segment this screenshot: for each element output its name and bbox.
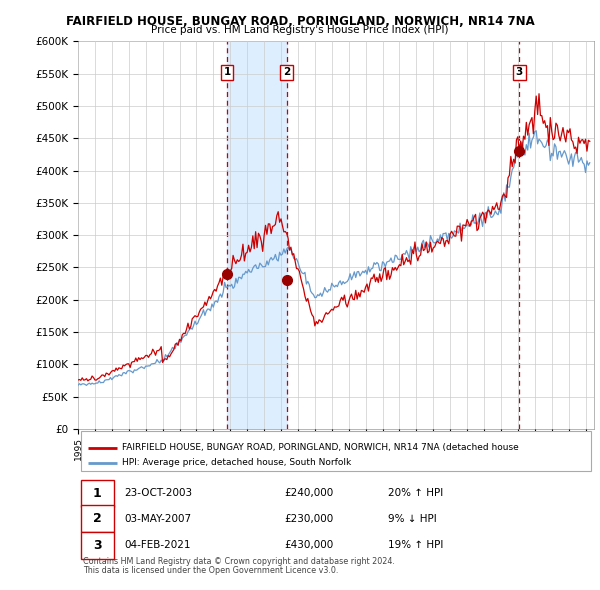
Text: 03-MAY-2007: 03-MAY-2007 — [124, 513, 191, 523]
FancyBboxPatch shape — [80, 480, 114, 507]
Text: Contains HM Land Registry data © Crown copyright and database right 2024.: Contains HM Land Registry data © Crown c… — [83, 556, 395, 566]
Text: 3: 3 — [93, 539, 101, 552]
Text: £240,000: £240,000 — [284, 488, 334, 498]
Text: 3: 3 — [516, 67, 523, 77]
FancyBboxPatch shape — [80, 505, 114, 532]
Bar — [227, 41, 287, 429]
Text: 23-OCT-2003: 23-OCT-2003 — [124, 488, 193, 498]
Text: 1: 1 — [93, 487, 101, 500]
Text: 20% ↑ HPI: 20% ↑ HPI — [388, 488, 443, 498]
Text: £430,000: £430,000 — [284, 540, 334, 550]
Text: FAIRFIELD HOUSE, BUNGAY ROAD, PORINGLAND, NORWICH, NR14 7NA: FAIRFIELD HOUSE, BUNGAY ROAD, PORINGLAND… — [65, 15, 535, 28]
Text: 2: 2 — [93, 512, 101, 525]
FancyBboxPatch shape — [80, 431, 592, 471]
FancyBboxPatch shape — [80, 532, 114, 559]
Text: Price paid vs. HM Land Registry's House Price Index (HPI): Price paid vs. HM Land Registry's House … — [151, 25, 449, 35]
Text: 04-FEB-2021: 04-FEB-2021 — [124, 540, 191, 550]
Text: 9% ↓ HPI: 9% ↓ HPI — [388, 513, 436, 523]
Text: £230,000: £230,000 — [284, 513, 334, 523]
Text: HPI: Average price, detached house, South Norfolk: HPI: Average price, detached house, Sout… — [122, 458, 351, 467]
Text: 19% ↑ HPI: 19% ↑ HPI — [388, 540, 443, 550]
Text: This data is licensed under the Open Government Licence v3.0.: This data is licensed under the Open Gov… — [83, 566, 338, 575]
Text: FAIRFIELD HOUSE, BUNGAY ROAD, PORINGLAND, NORWICH, NR14 7NA (detached house: FAIRFIELD HOUSE, BUNGAY ROAD, PORINGLAND… — [122, 443, 518, 452]
Text: 1: 1 — [223, 67, 230, 77]
Text: 2: 2 — [283, 67, 290, 77]
